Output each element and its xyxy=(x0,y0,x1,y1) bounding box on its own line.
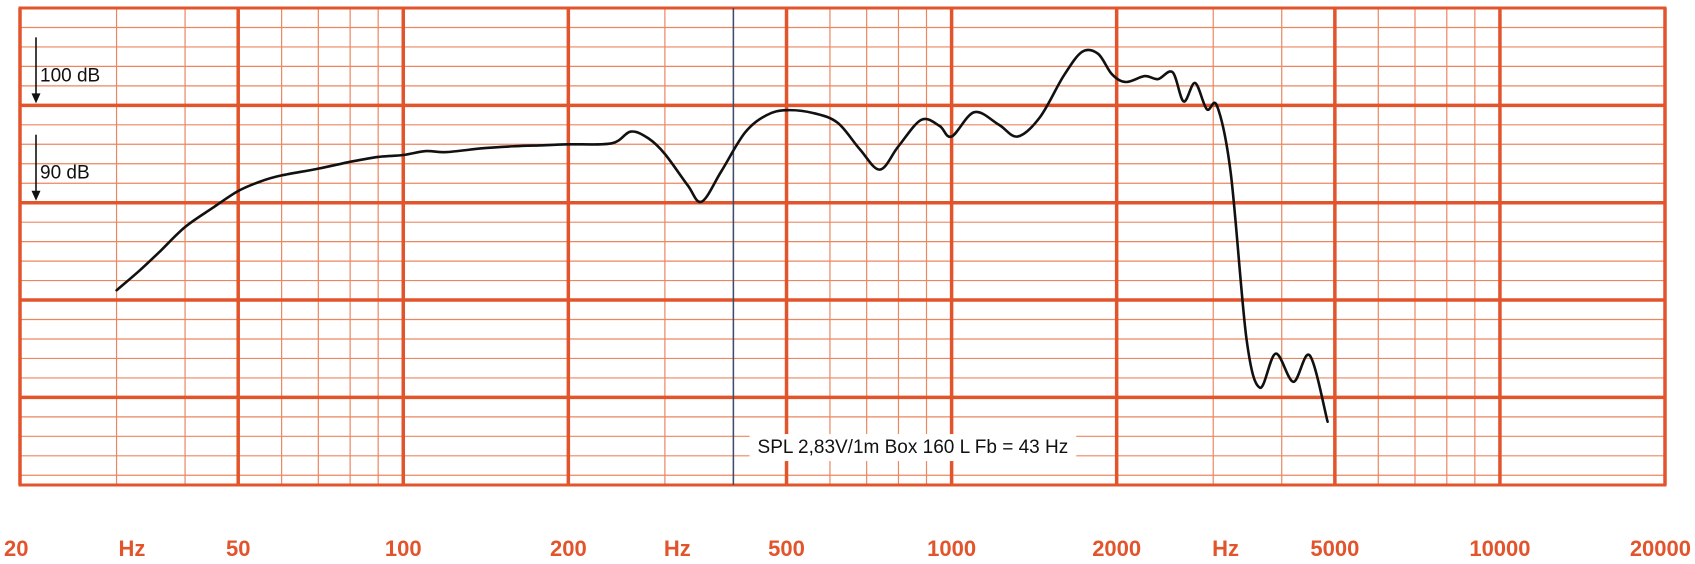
x-tick-label: 20000 xyxy=(1630,536,1691,561)
x-tick-label: 10000 xyxy=(1469,536,1530,561)
level-90-arrowhead xyxy=(31,190,41,201)
response-curves xyxy=(115,48,1329,423)
x-tick-label: Hz xyxy=(118,536,145,561)
x-tick-label: 2000 xyxy=(1092,536,1141,561)
x-tick-label: 5000 xyxy=(1310,536,1359,561)
x-tick-label: Hz xyxy=(664,536,691,561)
x-tick-label: 50 xyxy=(226,536,250,561)
plot-frame xyxy=(18,6,1667,487)
chart-grid xyxy=(18,6,1667,487)
level-100-label: 100 dB xyxy=(40,65,100,86)
x-tick-label: 1000 xyxy=(927,536,976,561)
x-tick-label: 200 xyxy=(550,536,587,561)
x-tick-label: 500 xyxy=(768,536,805,561)
reference-level-arrows xyxy=(31,37,41,201)
level-100-arrowhead xyxy=(31,93,41,104)
x-axis-tick-labels: 20 Hz 50 100 200 Hz 500 1000 2000 Hz 5000 10000 2000… xyxy=(4,536,1691,561)
x-tick-label: 20 xyxy=(4,536,28,561)
level-90-label: 90 dB xyxy=(40,163,90,184)
conditions-label-background xyxy=(749,434,1077,462)
spl-response-curve xyxy=(115,48,1329,423)
measurement-conditions-label: SPL 2,83V/1m Box 160 L Fb = 43 Hz xyxy=(758,437,1069,458)
x-tick-label: 100 xyxy=(385,536,422,561)
x-tick-label: Hz xyxy=(1212,536,1239,561)
